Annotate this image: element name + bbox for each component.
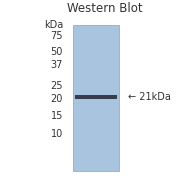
Text: 50: 50 xyxy=(51,47,63,57)
Text: Western Blot: Western Blot xyxy=(67,2,143,15)
Text: 37: 37 xyxy=(51,60,63,70)
Text: 20: 20 xyxy=(51,93,63,103)
Text: 15: 15 xyxy=(51,111,63,121)
Bar xyxy=(73,24,119,171)
Bar xyxy=(75,95,118,99)
Text: 75: 75 xyxy=(50,31,63,41)
Text: ← 21kDa: ← 21kDa xyxy=(128,92,170,102)
Text: 10: 10 xyxy=(51,129,63,139)
Text: 25: 25 xyxy=(50,81,63,91)
Text: kDa: kDa xyxy=(44,19,63,30)
